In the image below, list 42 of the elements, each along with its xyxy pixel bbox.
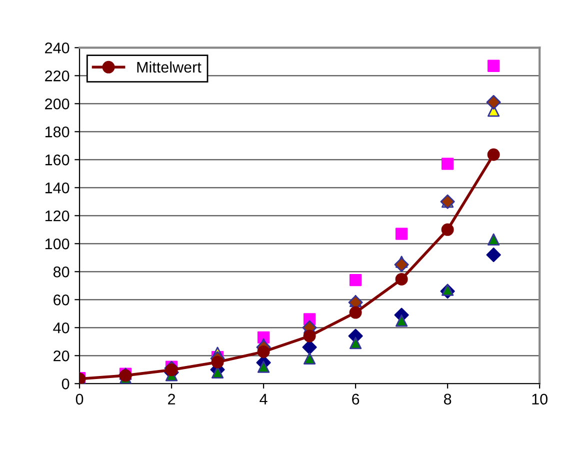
point: [396, 228, 408, 240]
y-tick-label: 220: [45, 70, 70, 82]
point: [441, 223, 454, 236]
point: [487, 148, 500, 161]
point: [396, 314, 408, 327]
y-tick-label: 60: [54, 294, 70, 306]
point: [257, 360, 270, 373]
y-tick-label: 120: [45, 210, 70, 222]
point: [257, 345, 270, 358]
point: [302, 340, 317, 355]
point: [486, 248, 501, 262]
point: [488, 60, 500, 72]
y-tick-label: 40: [53, 322, 70, 334]
y-tick-label: 140: [45, 182, 70, 194]
y-tick-label: 0: [62, 378, 70, 390]
x-tick-label: 2: [168, 394, 176, 404]
point: [165, 364, 178, 376]
y-tick-label: 80: [53, 266, 70, 278]
y-tick-label: 160: [45, 154, 70, 166]
y-tick-label: 100: [45, 238, 70, 250]
point: [486, 94, 501, 110]
point: [394, 257, 409, 272]
y-tick-label: 180: [45, 126, 70, 138]
point: [442, 158, 454, 170]
x-tick-label: 0: [76, 394, 84, 405]
point: [303, 330, 316, 342]
point: [349, 336, 362, 350]
legend-label: Mittelwert: [137, 61, 202, 73]
point: [211, 356, 224, 368]
y-tick-label: 200: [45, 98, 70, 110]
x-tick-label: 10: [532, 394, 548, 405]
x-tick-label: 8: [444, 394, 452, 405]
point: [349, 306, 362, 319]
point: [488, 233, 500, 246]
y-tick-label: 240: [45, 42, 70, 54]
point: [442, 284, 454, 296]
point: [395, 272, 408, 286]
y-tick-label: 20: [54, 350, 70, 362]
point: [303, 352, 316, 365]
point: [349, 274, 362, 286]
x-tick-label: 6: [352, 394, 360, 405]
x-tick-label: 4: [260, 394, 268, 404]
